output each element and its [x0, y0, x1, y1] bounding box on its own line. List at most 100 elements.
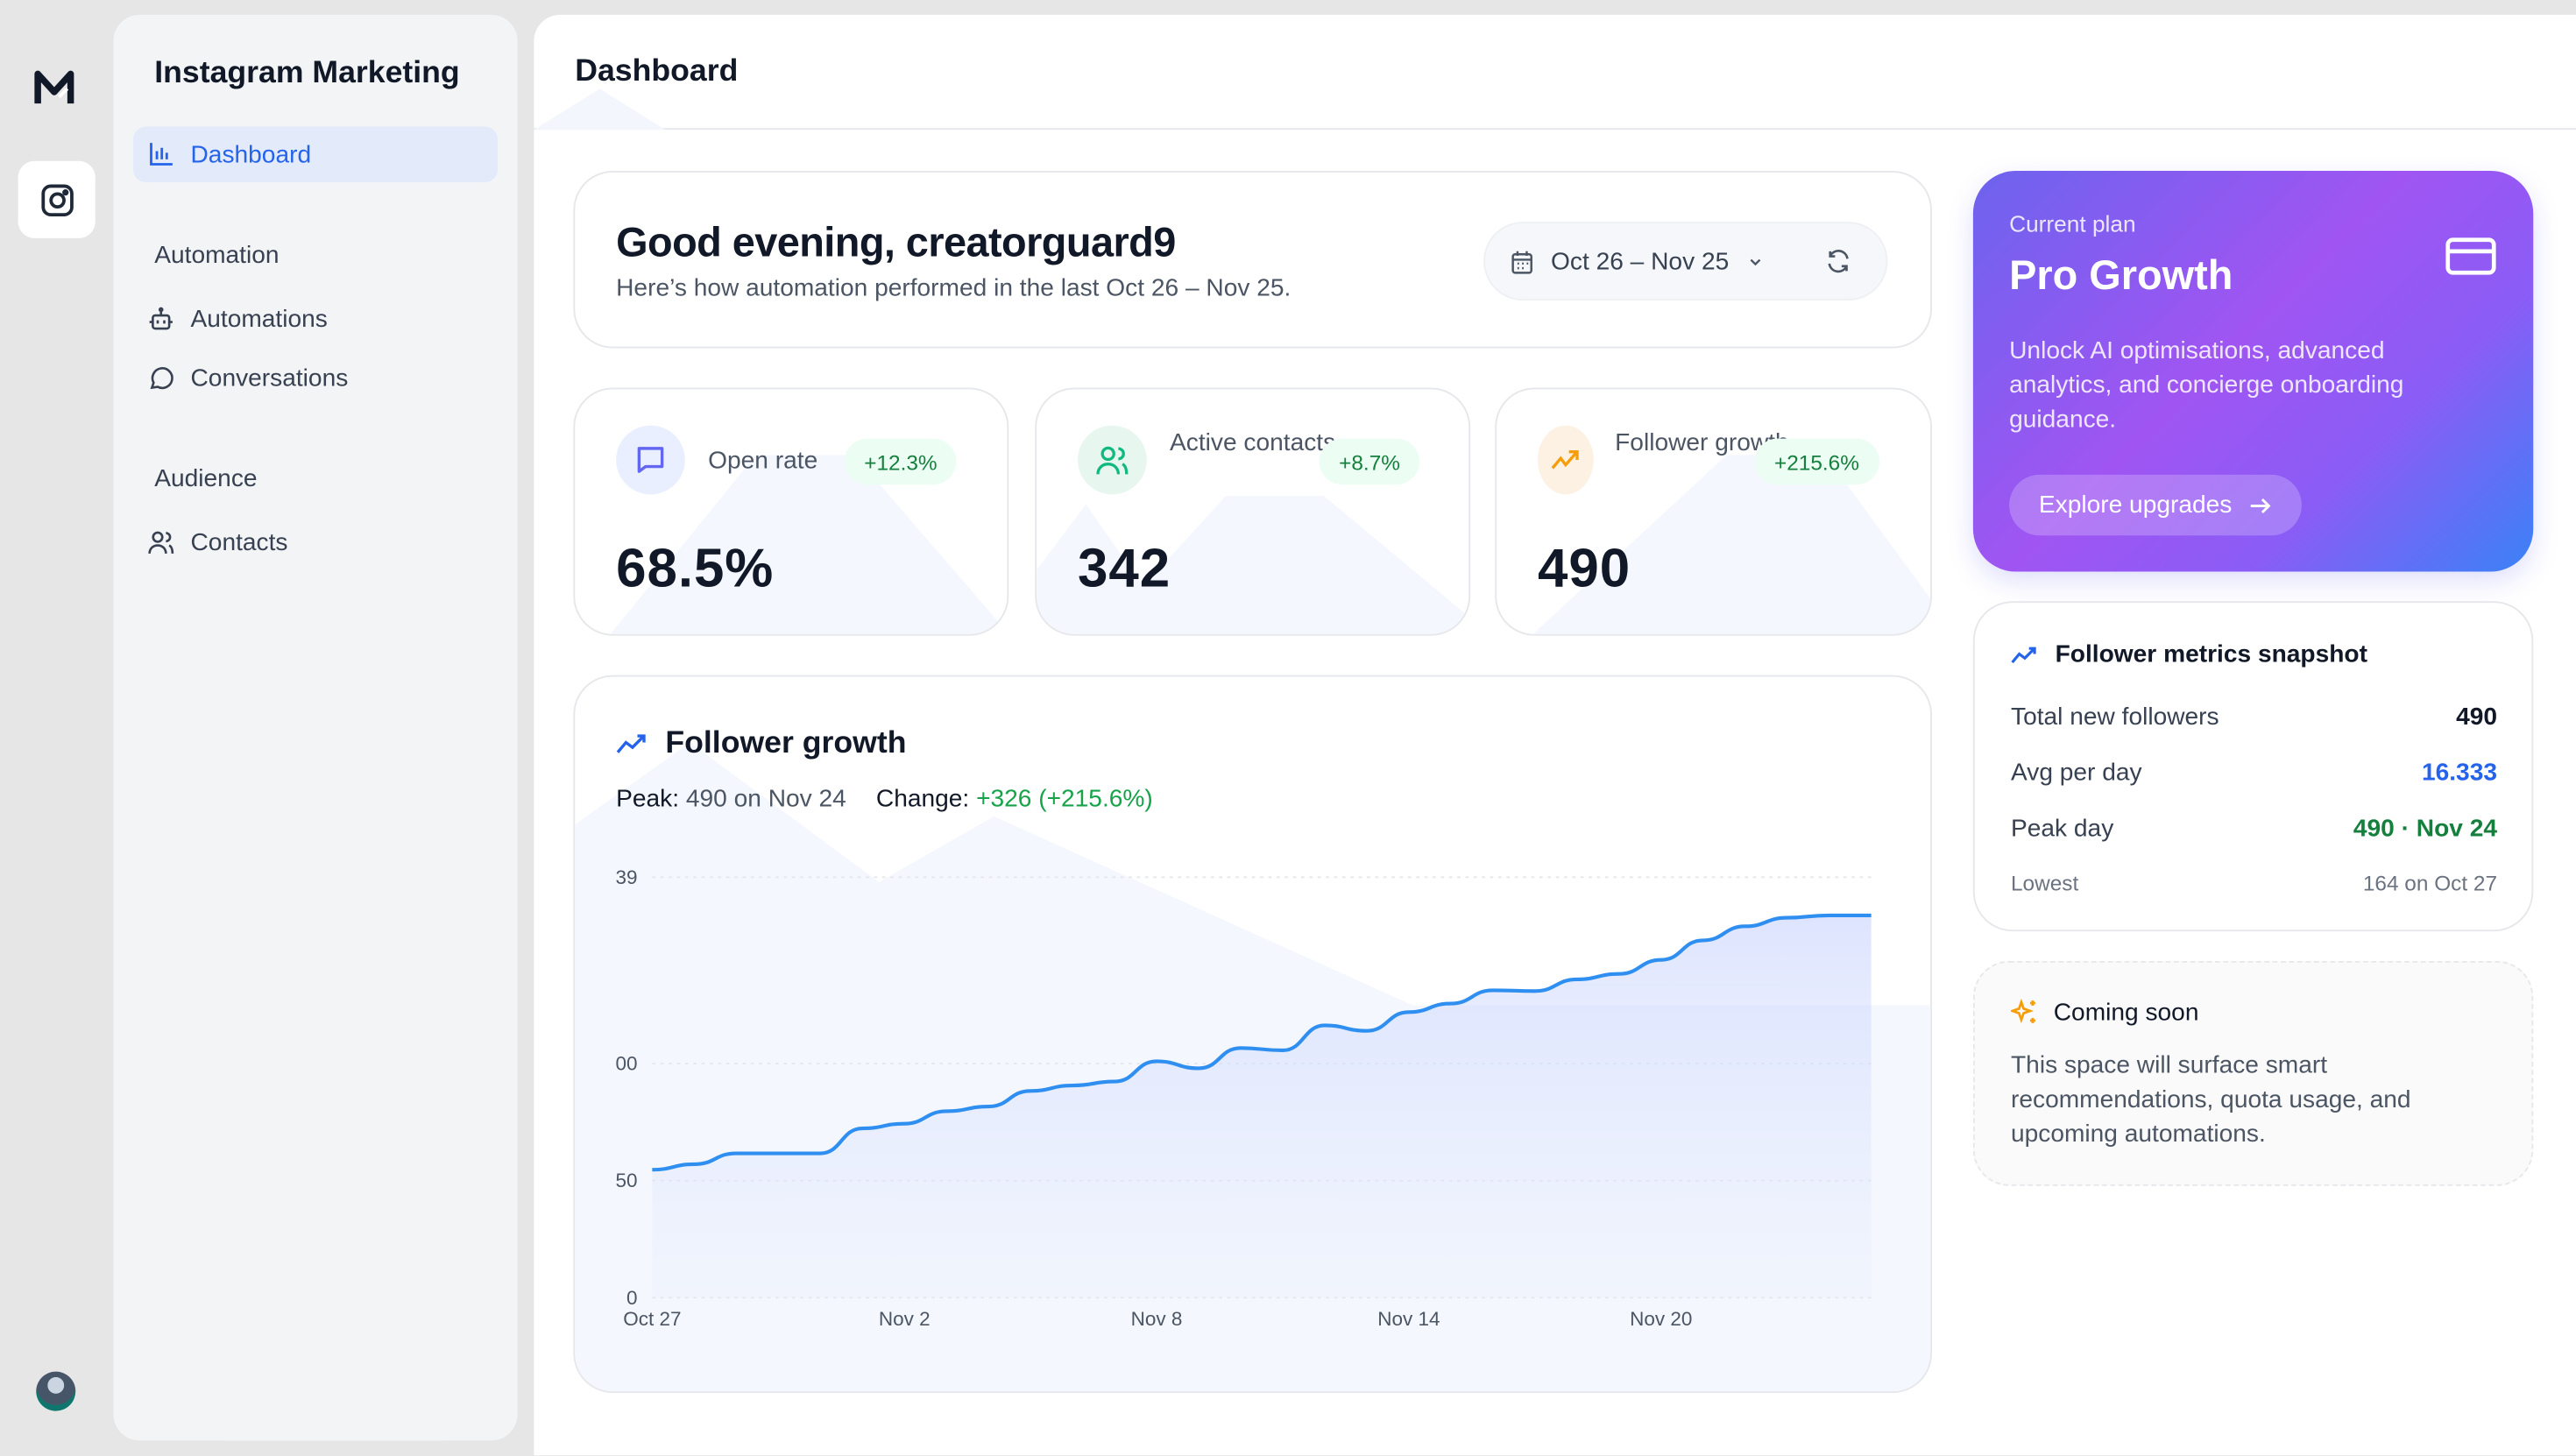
page-title: Dashboard	[575, 53, 739, 89]
plan-name: Pro Growth	[2009, 252, 2233, 300]
arrow-right-icon	[2249, 498, 2270, 513]
sidebar-item-label: Automations	[190, 304, 328, 333]
y-tick-label: 300	[605, 1053, 638, 1075]
date-range-picker[interactable]: Oct 26 – Nov 25	[1483, 222, 1888, 301]
sparkles-icon	[2011, 999, 2035, 1024]
row-label: Avg per day	[2011, 759, 2142, 788]
change-value: +326 (+215.6%)	[976, 785, 1153, 814]
row-value: 16.333	[2421, 759, 2497, 788]
stat-icon-wrap	[1078, 425, 1147, 495]
area-fill	[652, 915, 1872, 1298]
y-tick-label: 539	[605, 866, 638, 888]
follower-growth-card: 539 300 150 0 Oct 27 Nov 2 Nov 8 Nov 14 Nov 20 F…	[573, 675, 1932, 1393]
header-decoration	[534, 88, 666, 131]
coming-soon-text: This space will surface smart recommenda…	[2011, 1051, 2411, 1149]
greeting-title: Good evening, creatorguard9	[616, 220, 1176, 266]
section-automation: Automation	[154, 241, 280, 270]
sidebar-item-label: Conversations	[190, 364, 349, 392]
y-tick-label: 0	[626, 1287, 638, 1309]
workspace-title: Instagram Marketing	[154, 55, 460, 91]
stat-change-badge: +215.6%	[1754, 438, 1879, 485]
chart-summary: Peak: 490 on Nov 24 Change: +326 (+215.6…	[616, 785, 1153, 813]
stat-change-badge: +8.7%	[1319, 438, 1420, 485]
snapshot-row-lowest: Lowest 164 on Oct 27	[2011, 871, 2497, 895]
stat-card-follower-growth: Follower growth +215.6% 490	[1495, 387, 1932, 636]
message-square-icon	[637, 447, 664, 473]
x-tick-label: Nov 14	[1377, 1308, 1440, 1330]
greeting-card: Good evening, creatorguard9 Here’s how a…	[573, 171, 1932, 349]
x-tick-label: Nov 20	[1630, 1308, 1692, 1330]
stat-label: Active contacts	[1170, 428, 1336, 457]
x-tick-label: Nov 2	[879, 1308, 931, 1330]
sidebar-item-label: Contacts	[190, 527, 288, 556]
trending-up-icon	[2011, 646, 2036, 663]
trending-up-icon	[1551, 449, 1579, 470]
stat-value: 68.5%	[616, 537, 775, 598]
explore-upgrades-label: Explore upgrades	[2038, 491, 2233, 519]
stat-label: Open rate	[708, 447, 818, 475]
bar-chart-icon	[150, 143, 173, 166]
refresh-icon[interactable]	[1826, 248, 1852, 274]
snapshot-title: Follower metrics snapshot	[2055, 640, 2367, 669]
plan-description: Unlock AI optimisations, advanced analyt…	[2009, 336, 2404, 434]
row-label: Peak day	[2011, 815, 2114, 843]
snapshot-row: Peak day 490 · Nov 24	[2011, 815, 2497, 843]
sidebar-item-label: Dashboard	[190, 140, 312, 169]
peak-label: Peak:	[616, 785, 680, 814]
user-avatar[interactable]	[36, 1371, 76, 1411]
sidebar: Instagram Marketing Dashboard Automation…	[113, 14, 518, 1441]
stat-value: 342	[1078, 537, 1171, 598]
row-value: 490 · Nov 24	[2353, 815, 2497, 843]
stat-card-active-contacts: Active contacts +8.7% 342	[1035, 387, 1471, 636]
main-content: Dashboard Good evening, creatorguard9 He…	[534, 14, 2576, 1456]
x-tick-label: Oct 27	[623, 1308, 681, 1330]
users-icon	[148, 531, 174, 554]
coming-soon-card: Coming soon This space will surface smar…	[1972, 960, 2534, 1186]
sidebar-item-dashboard[interactable]: Dashboard	[132, 126, 499, 183]
chevron-down-icon	[1751, 258, 1762, 265]
users-icon	[1096, 446, 1129, 475]
coming-soon-title-row: Coming soon	[2011, 999, 2198, 1027]
trending-up-icon	[616, 734, 646, 753]
y-tick-label: 150	[605, 1170, 638, 1191]
snapshot-title-row: Follower metrics snapshot	[2011, 640, 2367, 668]
follower-metrics-snapshot: Follower metrics snapshot Total new foll…	[1972, 601, 2534, 932]
sidebar-item-contacts[interactable]: Contacts	[133, 514, 498, 570]
row-value: 164 on Oct 27	[2362, 870, 2497, 895]
stat-card-open-rate: Open rate +12.3% 68.5%	[573, 387, 1009, 636]
message-circle-icon	[150, 367, 173, 390]
plan-eyebrow: Current plan	[2009, 210, 2136, 237]
section-audience: Audience	[154, 464, 258, 493]
page-header: Dashboard	[534, 15, 2576, 131]
row-label: Total new followers	[2011, 703, 2219, 732]
stat-value: 490	[1538, 537, 1631, 598]
snapshot-row: Avg per day 16.333	[2011, 759, 2497, 787]
row-value: 490	[2456, 703, 2497, 732]
change-label: Change:	[875, 785, 970, 814]
calendar-icon	[1511, 250, 1532, 273]
coming-soon-title: Coming soon	[2053, 999, 2199, 1027]
stat-icon-wrap	[616, 425, 685, 495]
instagram-workspace-button[interactable]	[18, 160, 96, 238]
chart-decoration	[575, 742, 1931, 1392]
instagram-icon	[40, 183, 73, 216]
peak-value: 490 on Nov 24	[685, 785, 846, 814]
credit-card-icon	[2445, 237, 2496, 275]
robot-icon	[149, 307, 173, 330]
stat-change-badge: +12.3%	[844, 438, 958, 485]
snapshot-row: Total new followers 490	[2011, 703, 2497, 732]
row-label: Lowest	[2011, 870, 2079, 895]
sidebar-item-conversations[interactable]: Conversations	[133, 350, 498, 406]
sidebar-item-automations[interactable]: Automations	[133, 291, 498, 347]
chart-title-row: Follower growth	[616, 726, 906, 762]
date-range-label: Oct 26 – Nov 25	[1551, 247, 1730, 276]
stat-icon-wrap	[1538, 425, 1594, 495]
app-logo[interactable]	[33, 69, 80, 109]
x-tick-label: Nov 8	[1131, 1308, 1183, 1330]
series-line	[652, 913, 1872, 1172]
current-plan-card: Current plan Pro Growth Unlock AI optimi…	[1972, 171, 2534, 572]
chart-title: Follower growth	[665, 725, 907, 761]
greeting-subtitle: Here’s how automation performed in the l…	[616, 274, 1292, 302]
explore-upgrades-button[interactable]: Explore upgrades	[2009, 474, 2302, 536]
